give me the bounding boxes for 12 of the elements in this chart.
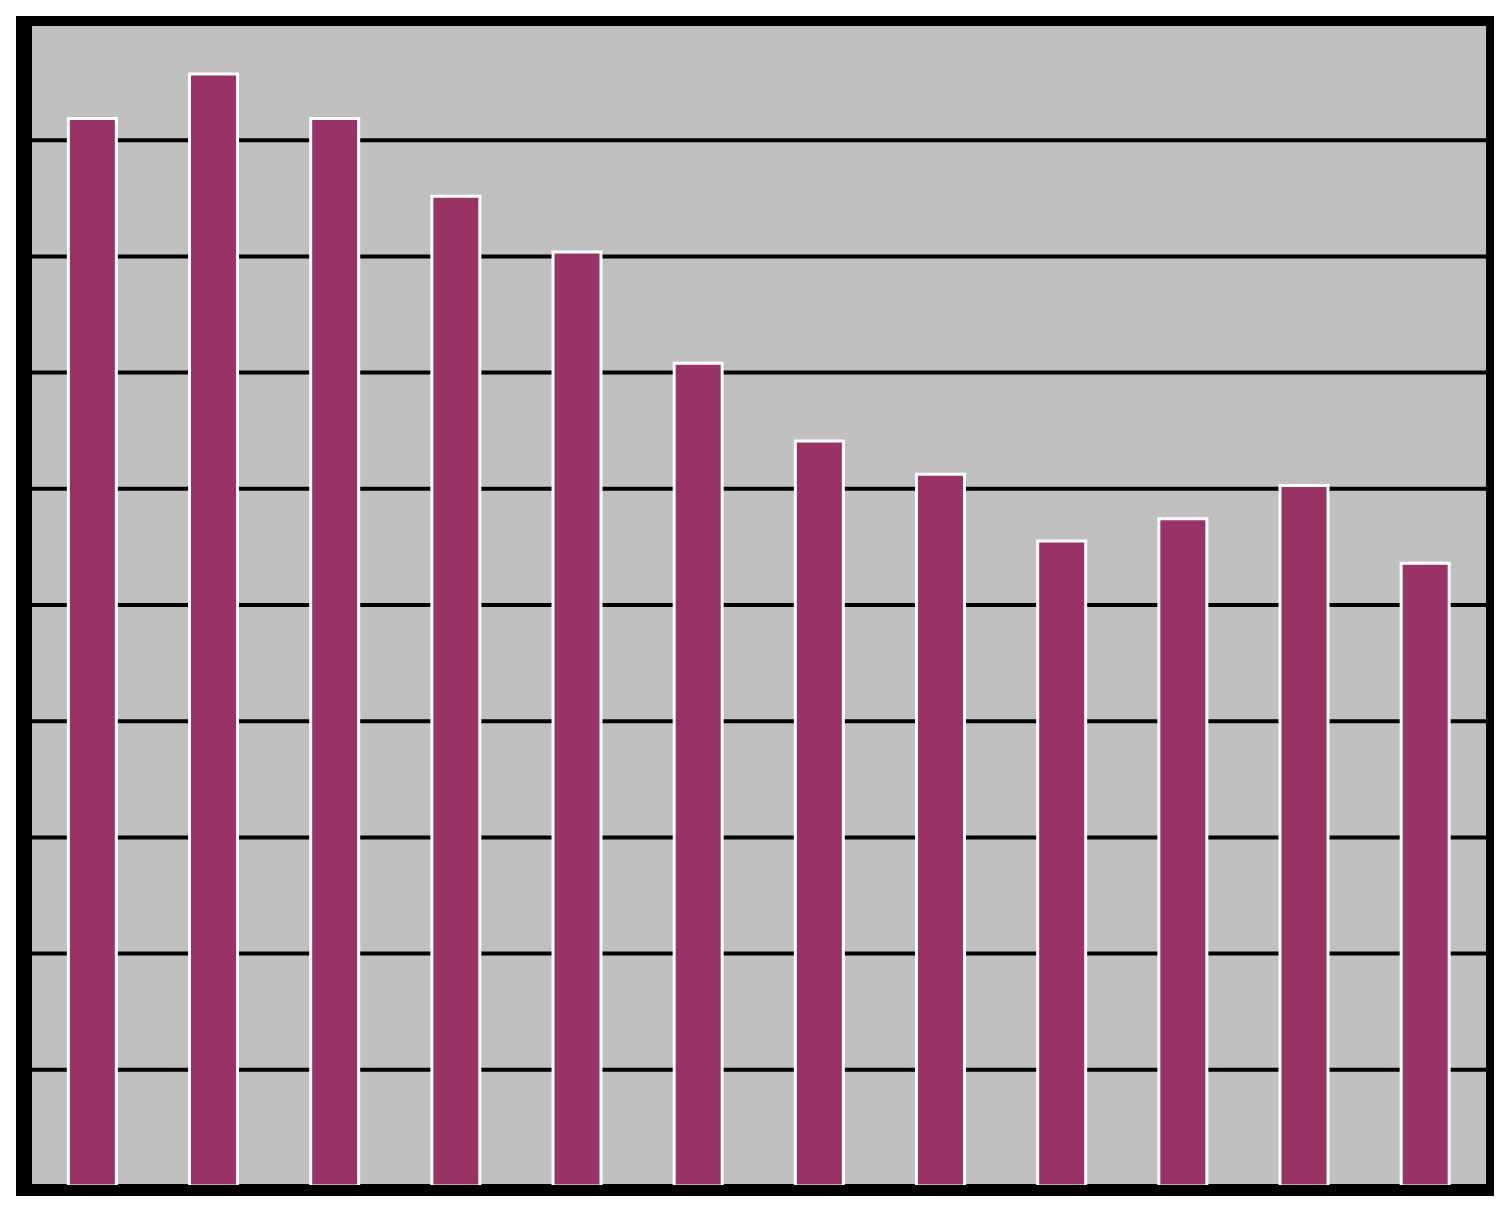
bar xyxy=(1157,517,1209,1186)
bar xyxy=(551,250,603,1186)
bar xyxy=(1399,561,1451,1186)
bar xyxy=(430,194,482,1186)
bar xyxy=(188,72,240,1186)
bar xyxy=(672,361,724,1186)
bar xyxy=(915,472,967,1186)
bar xyxy=(793,439,845,1186)
bar xyxy=(66,117,118,1186)
bar xyxy=(1278,483,1330,1186)
bar xyxy=(1036,539,1088,1186)
bar xyxy=(309,117,361,1186)
